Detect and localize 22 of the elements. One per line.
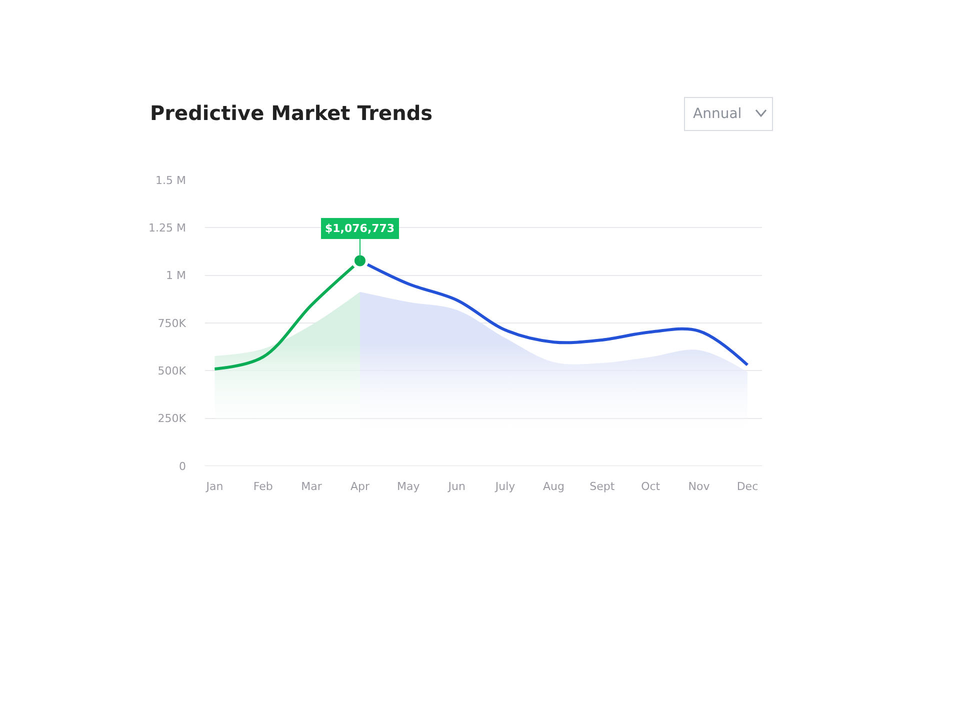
y-tick-label: 1.25 M [148,222,186,235]
annotation: $1,076,773 [325,222,395,235]
y-tick-label: 1 M [166,269,186,282]
x-tick-label: Aug [542,480,564,493]
chart-title: Predictive Market Trends [150,101,433,125]
x-tick-label: Jun [447,480,466,493]
x-tick-label: Jan [205,480,224,493]
x-tick-label: Feb [253,480,273,493]
x-tick-label: July [494,480,516,493]
x-tick-label: Sept [590,480,616,493]
text: Annual [693,106,764,122]
y-tick-label: 750K [158,316,187,330]
y-tick-label: 0 [179,460,186,473]
x-tick-label: Mar [301,480,322,493]
x-tick-label: Apr [350,480,370,493]
x-tick-label: Dec [736,480,758,493]
x-tick-label: Nov [688,480,710,493]
y-tick-label: 250K [158,412,187,426]
x-tick-label: Oct [641,480,661,493]
y-tick-label: 500K [158,364,187,378]
x-tick-label: May [397,480,420,493]
y-tick-label: 1.5 M [156,174,186,187]
